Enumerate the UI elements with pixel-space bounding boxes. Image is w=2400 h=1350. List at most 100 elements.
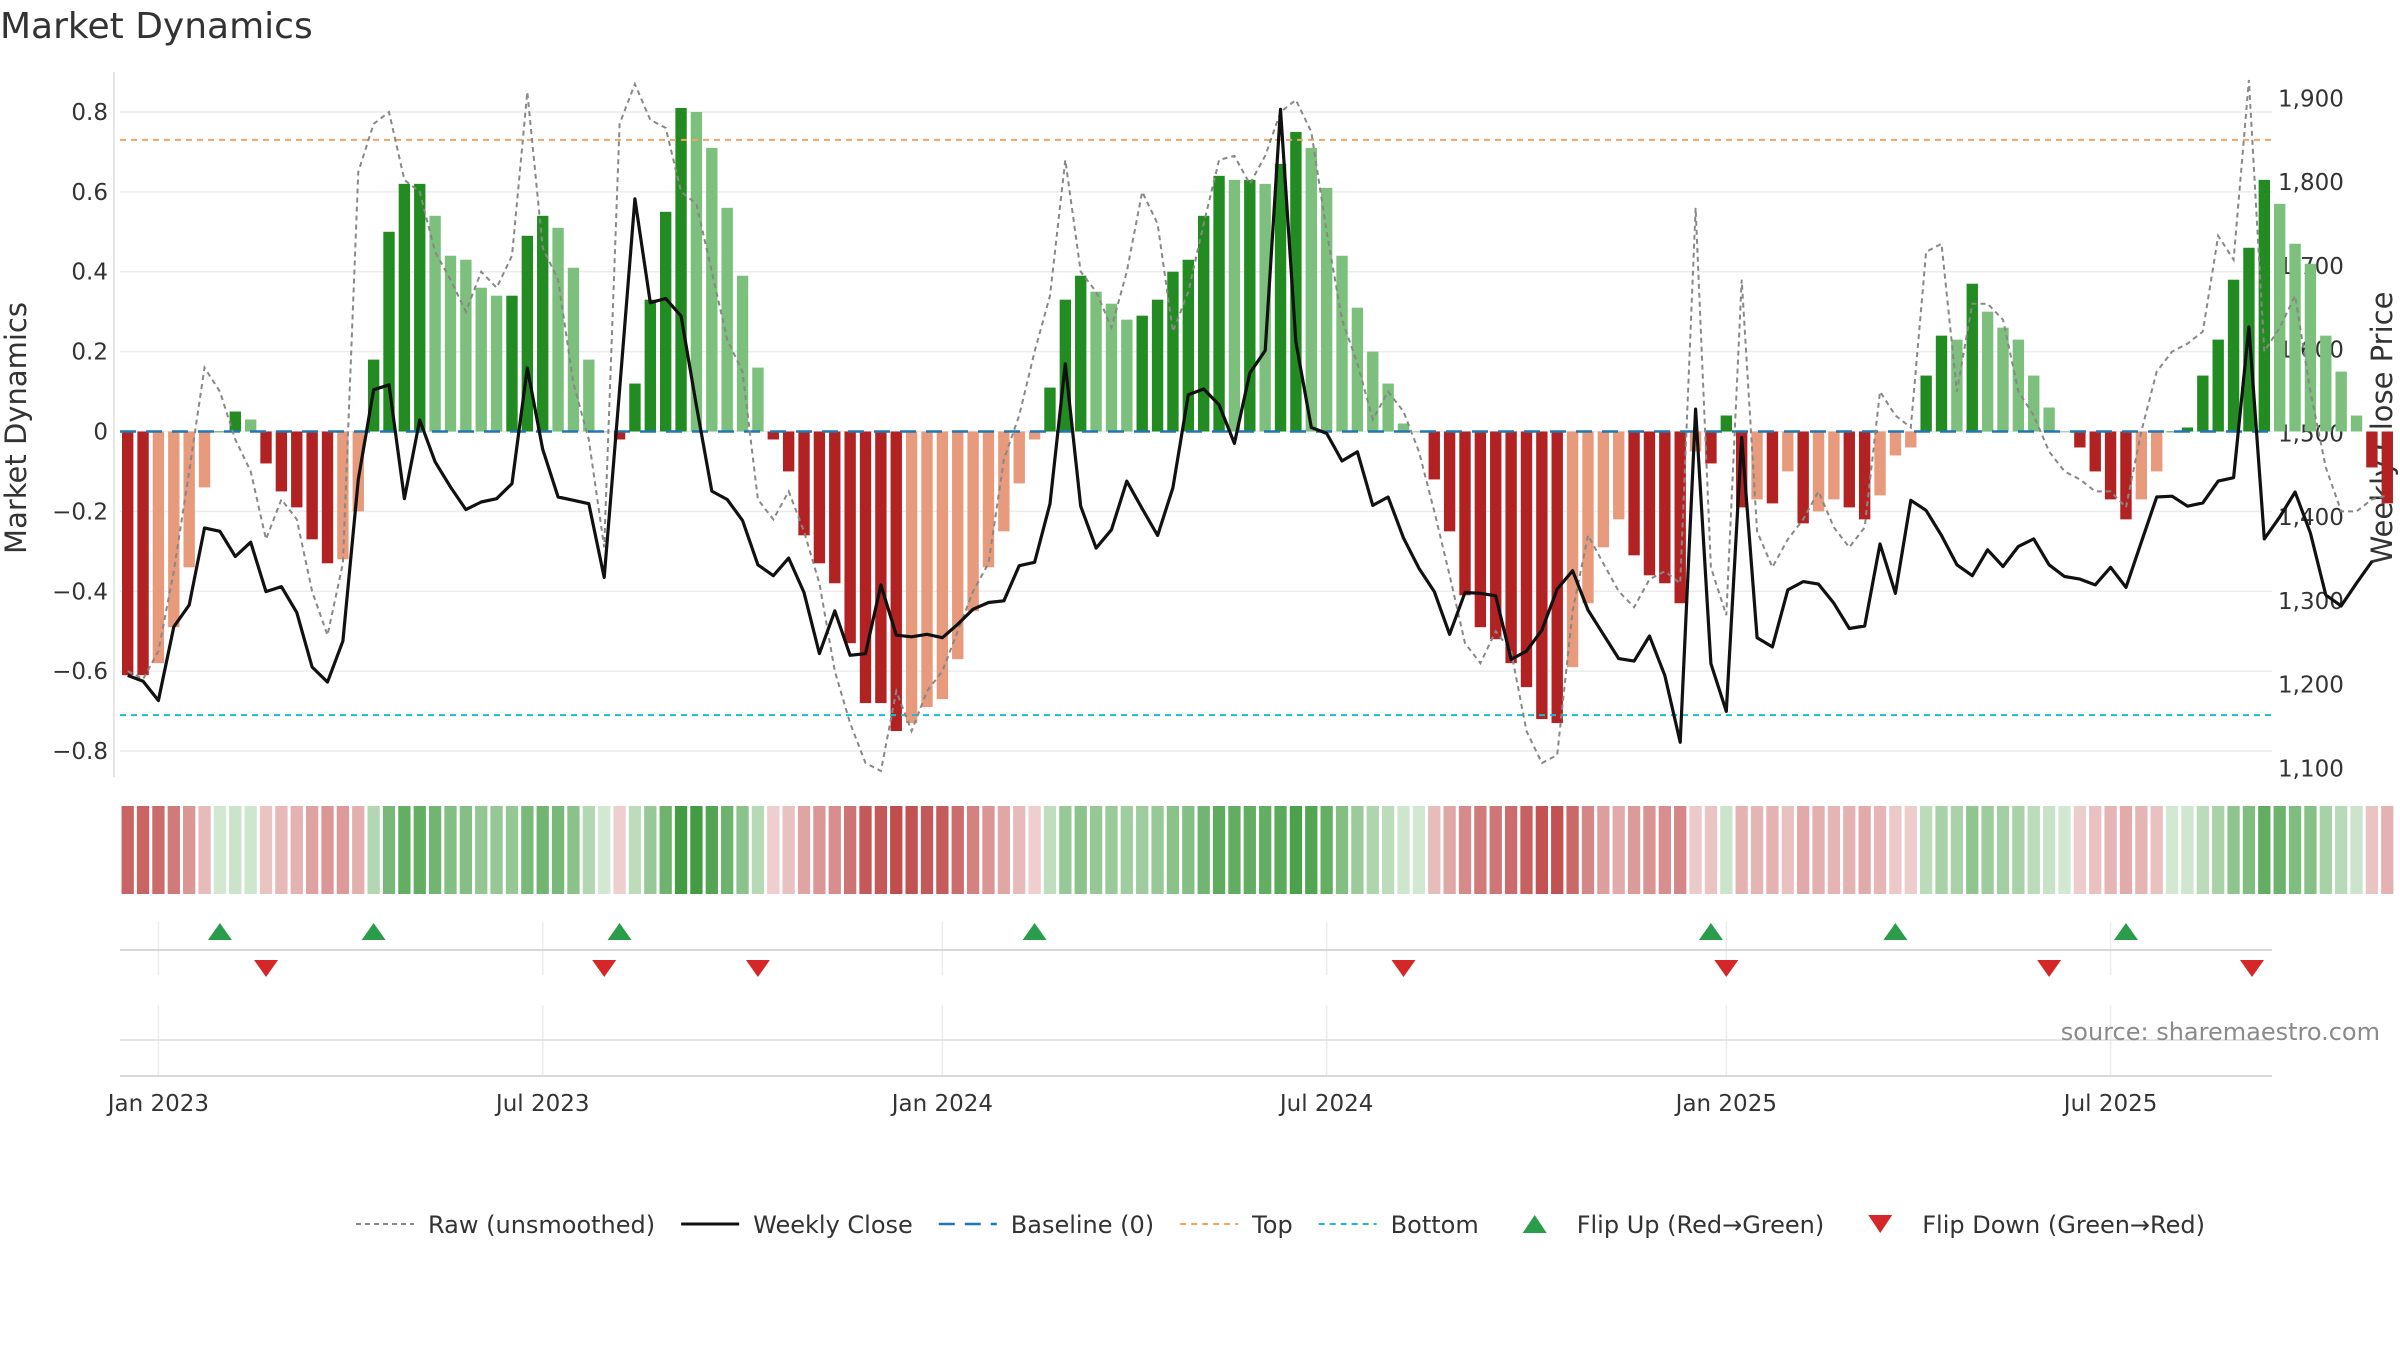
dynamics-bar xyxy=(414,183,426,432)
legend-swatch-flip-down xyxy=(1868,1215,1893,1233)
dynamics-bar xyxy=(1075,275,1087,432)
dynamics-bar xyxy=(398,183,411,432)
regime-strip-cell xyxy=(1120,806,1133,894)
dynamics-bar xyxy=(1828,431,1840,500)
dynamics-bar xyxy=(121,431,134,676)
flip-down-marker xyxy=(592,960,617,977)
y-right-tick-label: 1,800 xyxy=(2278,170,2344,196)
regime-strip-cell xyxy=(367,806,380,894)
dynamics-bar xyxy=(690,111,703,432)
dynamics-bar xyxy=(1443,431,1456,532)
y-right-axis-title: Weekly Close Price xyxy=(2365,292,2399,565)
regime-strip-cell xyxy=(2381,806,2394,894)
dynamics-bar xyxy=(1182,259,1195,432)
y-left-tick-label: −0.2 xyxy=(52,499,108,525)
regime-strip-cell xyxy=(2227,806,2240,894)
regime-strip-cell xyxy=(2319,806,2332,894)
flip-markers-panel xyxy=(120,922,2272,977)
regime-strip-cell xyxy=(2165,806,2179,894)
dynamics-bar xyxy=(214,431,226,433)
dynamics-bar xyxy=(2273,203,2286,432)
regime-strip-cell xyxy=(644,806,657,894)
regime-strip-cell xyxy=(1627,806,1641,894)
dynamics-bar xyxy=(2151,431,2163,472)
regime-strip-cell xyxy=(1597,806,1610,894)
dynamics-bar xyxy=(537,215,549,432)
regime-strip-cell xyxy=(152,806,165,894)
regime-strip-cell xyxy=(551,806,565,894)
regime-strip-cell xyxy=(1381,806,1395,894)
regime-strip-cell xyxy=(1197,806,1210,894)
legend-swatch-flip-up xyxy=(1522,1215,1547,1233)
dynamics-bar xyxy=(337,431,349,560)
flip-down-marker xyxy=(745,960,770,977)
y-left-tick-label: 0.6 xyxy=(71,180,108,206)
regime-strip-cell xyxy=(1658,806,1671,894)
dynamics-bar xyxy=(644,299,657,432)
dynamics-bar xyxy=(598,431,610,433)
legend-label: Top xyxy=(1251,1211,1293,1239)
regime-strip-cell xyxy=(674,806,688,894)
legend-item-flip_up: Flip Up (Red→Green) xyxy=(1522,1211,1824,1239)
legend-label: Flip Down (Green→Red) xyxy=(1922,1211,2205,1239)
regime-strip-cell xyxy=(1919,806,1933,894)
regime-strip-cell xyxy=(2073,806,2087,894)
legend-label: Raw (unsmoothed) xyxy=(428,1211,655,1239)
y-right-tick-label: 1,100 xyxy=(2278,756,2344,782)
regime-strip-cell xyxy=(1474,806,1487,894)
regime-strip-cell xyxy=(628,806,642,894)
y-left-tick-label: −0.4 xyxy=(52,579,108,605)
regime-strip-cell xyxy=(767,806,780,894)
regime-strip-cell xyxy=(1151,806,1164,894)
dynamics-bar xyxy=(1597,431,1610,548)
dynamics-bar xyxy=(583,359,595,432)
dynamics-bar xyxy=(890,431,902,732)
legend: Raw (unsmoothed) Weekly Close Baseline (0)… xyxy=(356,1211,2205,1239)
dynamics-bar xyxy=(752,367,764,432)
regime-strip-cell xyxy=(413,806,426,894)
regime-strip-cell xyxy=(352,806,365,894)
dynamics-bar xyxy=(1766,431,1779,504)
dynamics-bar xyxy=(1474,431,1487,628)
regime-strip-cell xyxy=(1981,806,1994,894)
dynamics-bar xyxy=(1413,431,1425,433)
regime-strip-cell xyxy=(1228,806,1241,894)
dynamics-bar xyxy=(1167,271,1179,432)
regime-strip-cell xyxy=(721,806,734,894)
regime-strip-cell xyxy=(1105,806,1118,894)
dynamics-bar xyxy=(490,295,503,432)
regime-strip-cell xyxy=(1443,806,1456,894)
regime-strip-cell xyxy=(321,806,334,894)
regime-strip-cell xyxy=(690,806,703,894)
regime-strip-cell xyxy=(1643,806,1656,894)
dynamics-bar xyxy=(1613,431,1625,520)
regime-strip-cell xyxy=(1950,806,1964,894)
dynamics-bar xyxy=(1981,311,1994,432)
regime-strip-cell xyxy=(1827,806,1841,894)
dynamics-bar xyxy=(1920,375,1932,432)
dynamics-bar xyxy=(506,295,518,432)
dynamics-bar xyxy=(1520,431,1533,688)
dynamics-bar xyxy=(921,431,933,708)
dynamics-bar xyxy=(521,235,534,432)
dynamics-bar xyxy=(1228,179,1241,432)
regime-strip-cell xyxy=(536,806,549,894)
legend-item-bottom: Bottom xyxy=(1318,1211,1479,1239)
dynamics-bar xyxy=(1659,431,1671,584)
regime-strip-cell xyxy=(905,806,918,894)
regime-strip-cell xyxy=(1243,806,1256,894)
dynamics-bar xyxy=(1320,187,1333,432)
flip-down-marker xyxy=(2240,960,2264,977)
regime-strip-cell xyxy=(1274,806,1287,894)
regime-strip-cell xyxy=(1797,806,1810,894)
flip-down-marker xyxy=(1391,960,1416,977)
legend-item-top: Top xyxy=(1180,1211,1293,1239)
legend-label: Bottom xyxy=(1391,1211,1479,1239)
dynamics-bar xyxy=(2212,339,2224,432)
regime-strip-cell xyxy=(1351,806,1364,894)
dynamics-bar xyxy=(2350,415,2363,432)
regime-strip-cell xyxy=(1028,806,1041,894)
dynamics-bar xyxy=(137,431,149,676)
flip-down-marker xyxy=(254,960,279,977)
